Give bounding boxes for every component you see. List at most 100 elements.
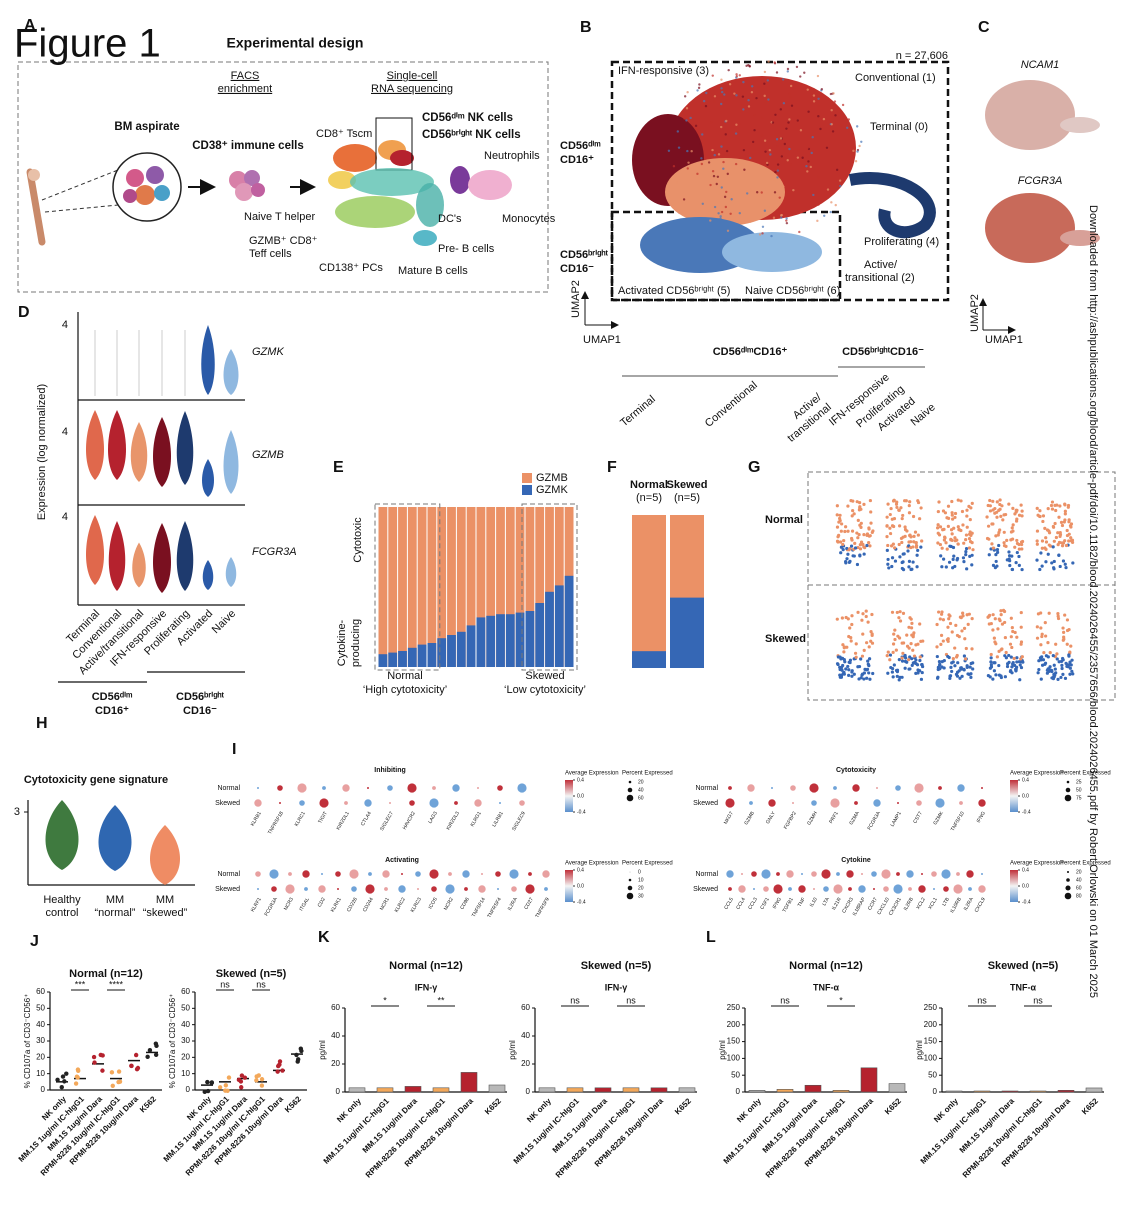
cell-point <box>839 674 843 678</box>
cell-point <box>907 625 911 629</box>
umap-point <box>764 150 767 153</box>
gene-label: IFNG <box>772 897 783 910</box>
dot <box>914 783 924 793</box>
umap-point <box>806 147 809 150</box>
cell-label: CD138⁺ PCs <box>319 262 383 274</box>
dot <box>255 871 261 877</box>
umap-point <box>773 165 777 169</box>
legend-label: GZMK <box>536 484 568 496</box>
dot <box>511 886 517 892</box>
x-tick-label: K652 <box>883 1096 903 1116</box>
cell-point <box>1060 523 1065 528</box>
cell-point <box>936 541 940 545</box>
cell-point <box>1015 550 1019 555</box>
cell-point <box>1047 611 1051 615</box>
umap-point <box>733 92 736 95</box>
cell-point <box>994 673 998 677</box>
bar-gzmk <box>554 585 564 667</box>
cell-point <box>1050 561 1054 565</box>
cell-point <box>953 564 957 569</box>
cell-point <box>1057 660 1061 664</box>
umap-point <box>729 212 732 215</box>
dot <box>763 886 769 892</box>
cell-point <box>997 663 1001 668</box>
cell-point <box>1052 539 1056 543</box>
bar <box>650 1087 668 1093</box>
umap-point <box>786 67 790 71</box>
cell-point <box>836 655 841 659</box>
cell-point <box>1055 503 1059 507</box>
cell-point <box>941 618 946 622</box>
bar <box>1085 1087 1103 1093</box>
bar-gzmk <box>466 625 476 667</box>
cell-point <box>907 544 911 548</box>
cell-point <box>1068 660 1072 664</box>
cell-point <box>998 507 1002 511</box>
cell-point <box>964 550 968 554</box>
umap-point <box>735 123 738 126</box>
cell-point <box>1054 642 1058 646</box>
cell-point <box>1007 550 1011 554</box>
umap-point <box>725 119 728 123</box>
umap-point <box>796 156 800 159</box>
cell-point <box>964 538 968 542</box>
color-bar <box>1010 870 1018 902</box>
gene-label: NCR1 <box>379 896 391 911</box>
bar-gzmb <box>496 507 505 667</box>
cell-point <box>1058 504 1062 508</box>
cell-point <box>1020 655 1024 659</box>
dot <box>542 870 550 878</box>
cell-point <box>1056 531 1060 535</box>
cell-point <box>940 546 944 550</box>
umap-point <box>709 219 712 222</box>
point <box>62 1079 67 1084</box>
cell-point <box>948 674 953 678</box>
gene-label: IFNG <box>976 811 987 824</box>
umap-point <box>785 219 788 222</box>
axis-label: producing <box>350 619 362 667</box>
plot-title: Skewed (n=5) <box>216 968 287 980</box>
cell-point <box>842 538 846 543</box>
umap-point <box>817 104 820 108</box>
cell-point <box>1009 655 1013 659</box>
dot <box>916 800 922 806</box>
cell-point <box>1063 512 1067 516</box>
cell-point <box>1020 539 1025 544</box>
dot <box>257 787 259 789</box>
y-tick-label: 50 <box>36 1003 45 1012</box>
size-key <box>628 780 632 784</box>
cell-point <box>1055 657 1059 661</box>
gene-label: GZMA <box>848 810 861 826</box>
cell-point <box>892 524 896 529</box>
umap-point <box>709 183 712 187</box>
cell-point <box>954 672 959 677</box>
axis-label: % CD107a of CD3⁻CD56⁺ <box>168 994 177 1089</box>
cell-point <box>964 547 969 551</box>
dot <box>452 784 460 792</box>
cell-point <box>900 517 904 521</box>
group-box <box>521 503 578 671</box>
cell-point <box>891 542 895 546</box>
group-label: CD16⁻ <box>183 705 217 717</box>
umap-point <box>723 195 727 199</box>
dot <box>285 884 295 894</box>
cell-point <box>866 659 870 663</box>
dot <box>848 887 852 891</box>
umap-point <box>690 150 693 153</box>
bar <box>460 1072 478 1093</box>
bar-gzmk <box>670 597 704 668</box>
cell-point <box>948 676 952 680</box>
cell-point <box>1013 630 1017 635</box>
cell-point <box>846 504 850 508</box>
umap-point <box>852 149 855 153</box>
dot <box>401 873 403 875</box>
y-tick-label: 4 <box>62 319 68 331</box>
cell-point <box>1054 508 1058 513</box>
umap-point <box>719 215 722 218</box>
dot <box>445 884 455 894</box>
dot <box>335 871 341 877</box>
cell-point <box>901 651 905 655</box>
gene-label: FCGR3A <box>264 896 280 917</box>
umap-point <box>747 98 750 102</box>
violin <box>176 521 194 591</box>
